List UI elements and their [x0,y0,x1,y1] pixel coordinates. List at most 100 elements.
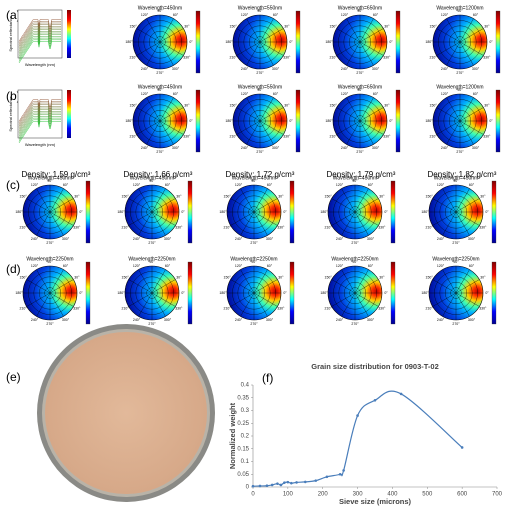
polar-spoke [359,97,374,122]
polar-angle: 210° [224,306,232,310]
polar-spoke [354,292,379,307]
polar-title: Wavelength=2250nm [128,256,175,262]
polar-angle: 60° [473,92,479,96]
polar-angle: 180° [421,291,429,295]
polar-angle: 150° [20,275,28,279]
polar-angle: 90° [157,9,163,13]
polar-angle: 120° [31,183,39,187]
polar-angle: 240° [336,318,344,322]
spectrum-curve [18,102,61,125]
polar-spoke [253,269,268,294]
polar-angle: 60° [63,183,69,187]
polar-angle: 150° [130,103,138,107]
polar-spoke [49,211,74,226]
polar-angle: 300° [164,237,172,241]
polar-angle: 330° [383,134,391,138]
polar-spoke [346,41,361,66]
data-point [356,414,359,417]
y-tick-label: 0.1 [241,459,250,465]
polar-spoke [159,120,174,145]
polar-spoke [151,211,166,236]
polar-angle: 210° [426,306,434,310]
sample-photo [45,332,207,494]
spectral-colorbar [67,90,71,138]
polar-angle: 240° [341,67,349,71]
polar-spoke [442,188,457,213]
polar-spoke [341,188,356,213]
spectrum-curve [18,121,61,144]
polar-angle: 300° [272,146,280,150]
polar-spoke [354,188,369,213]
polar-angle: 270° [256,150,264,154]
polar-angle: 300° [372,67,380,71]
polar-spoke [240,269,255,294]
polar-spoke [253,292,278,307]
spectrum-curve [18,114,61,137]
colorbar [495,10,501,74]
polar-spoke [459,120,484,135]
polar-angle: 210° [230,134,238,138]
polar-spoke [49,292,64,317]
y-tick-label: 0 [246,485,250,491]
polar-title: Wavelength=450nm [138,84,182,90]
polar-title: Wavelength=550nm [238,5,282,11]
density-label: Density: 1.79 g/cm³ [327,170,396,179]
polar-spoke [446,41,461,66]
polar-angle: 180° [320,291,328,295]
polar-spoke [136,41,161,56]
colorbar [390,261,396,325]
polar-spoke [26,292,51,307]
polar-angle: 150° [325,275,333,279]
spectrum-curve [18,104,61,127]
polar-angle: 240° [441,67,449,71]
polar-angle: 120° [133,264,141,268]
data-point [276,482,279,485]
polar-angle: 90° [357,9,363,13]
spectral-colorbar [67,10,71,58]
polar-angle: 180° [320,210,328,214]
spectrum-curve [18,32,61,55]
polar-spoke [151,211,176,226]
polar-spoke [259,28,284,43]
polar-spoke [336,28,361,43]
polar-spoke [128,211,153,226]
spectrum-curve [18,112,61,135]
polar-spoke [341,211,356,236]
polar-angle: 120° [31,264,39,268]
polar-spoke [246,97,261,122]
polar-spoke [359,107,384,122]
data-point [303,480,307,484]
polar-angle: 90° [453,179,459,183]
y-tick-label: 0.25 [237,421,249,427]
polar-angle: 330° [479,225,487,229]
polar-spoke [146,120,161,145]
density-label: Density: 1.66 g/cm³ [124,170,193,179]
data-point [460,446,464,449]
polar-spoke [230,279,255,294]
panel-label: (a) [6,8,21,22]
polar-spoke [253,279,278,294]
polar-angle: 120° [235,183,243,187]
polar-spoke [136,107,161,122]
polar-angle: 150° [224,275,232,279]
polar-spoke [459,107,484,122]
data-point [286,480,290,484]
polar-title: Wavelength=650nm [338,5,382,11]
panel-label: (d) [6,262,21,276]
polar-spoke [253,292,268,317]
polar-angle: 60° [469,183,475,187]
polar-title: Wavelength=450nm [232,175,276,181]
y-tick-label: 0.05 [237,472,249,478]
polar-spoke [432,211,457,226]
panel-label: (e) [6,370,21,384]
polar-spoke [359,18,374,43]
polar-angle: 60° [368,183,374,187]
polar-spoke [138,292,153,317]
polar-angle: 240° [241,146,249,150]
polar-spoke [459,120,474,145]
polar-title: Wavelength=650nm [338,84,382,90]
polar-angle: 30° [176,194,182,198]
x-tick-label: 200 [318,492,329,498]
polar-angle: 300° [172,67,180,71]
polar-angle: 90° [47,260,53,264]
